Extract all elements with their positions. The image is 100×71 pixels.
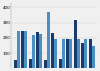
Bar	[29, 59, 32, 68]
Bar	[77, 39, 80, 68]
Bar	[17, 31, 20, 68]
Bar	[74, 20, 77, 68]
Bar	[84, 39, 87, 68]
Bar	[39, 34, 42, 68]
Bar	[51, 33, 54, 68]
Bar	[14, 60, 17, 68]
Bar	[47, 12, 50, 68]
Bar	[92, 46, 95, 68]
Bar	[62, 39, 65, 68]
Bar	[66, 39, 69, 68]
Bar	[89, 39, 92, 68]
Bar	[54, 39, 57, 68]
Bar	[44, 60, 47, 68]
Bar	[32, 35, 35, 68]
Bar	[36, 32, 39, 68]
Bar	[59, 59, 62, 68]
Bar	[81, 43, 84, 68]
Bar	[21, 31, 24, 68]
Bar	[24, 31, 27, 68]
Bar	[69, 39, 72, 68]
